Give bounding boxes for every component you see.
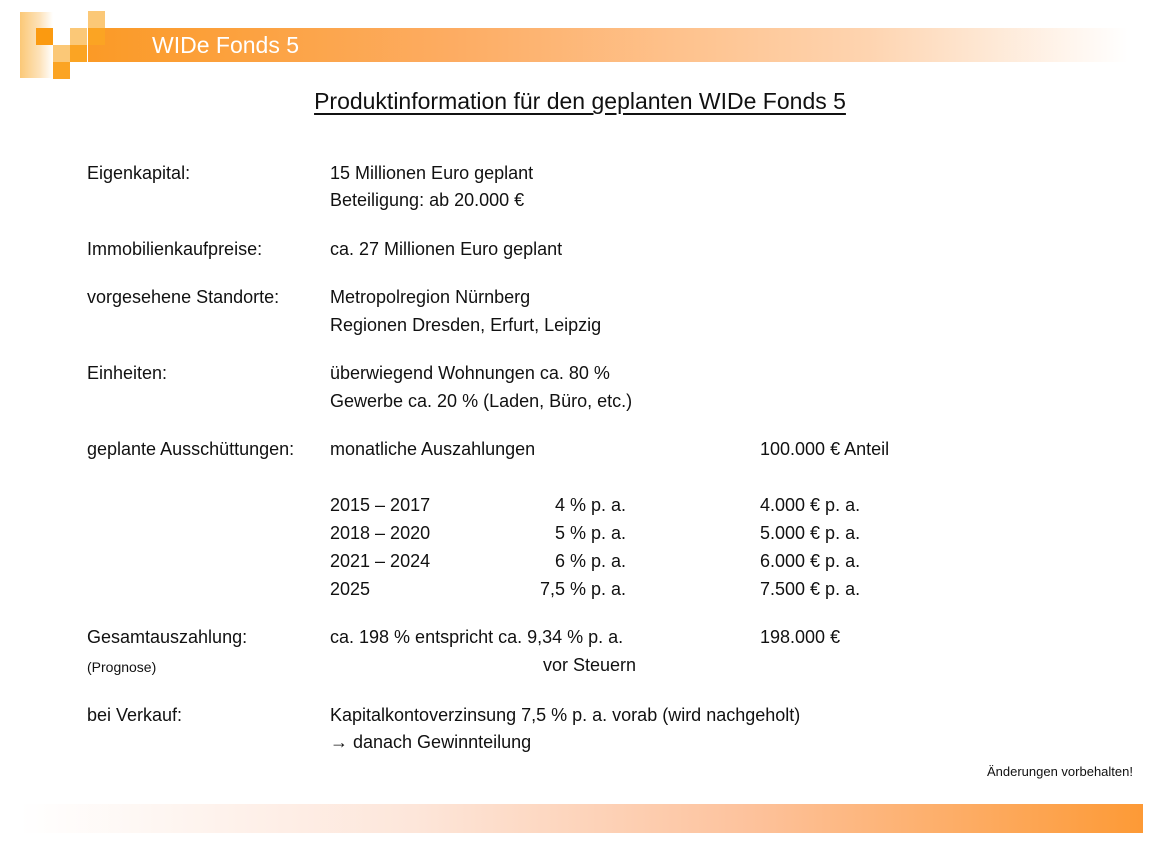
- page-title: Produktinformation für den geplanten WID…: [0, 88, 1155, 115]
- schedule-rate: 5 % p. a.: [554, 523, 626, 543]
- logo-square: [88, 28, 105, 45]
- label-standorte: vorgesehene Standorte:: [87, 287, 280, 307]
- label-gesamt: Gesamtauszahlung:: [87, 627, 248, 647]
- header-banner: [88, 28, 1128, 62]
- value-line: monatliche Auszahlungen: [330, 439, 536, 459]
- value-line: ca. 198 % entspricht ca. 9,34 % p. a.: [330, 627, 624, 647]
- label-einheiten: Einheiten:: [87, 363, 168, 383]
- schedule-period: 2021 – 2024: [330, 551, 431, 571]
- schedule-rate: 4 % p. a.: [554, 495, 626, 515]
- page-title-text: Produktinformation für den geplanten WID…: [314, 88, 846, 114]
- share-label: 100.000 € Anteil: [760, 439, 890, 459]
- schedule-period: 2025: [330, 579, 371, 599]
- disclaimer-note: Änderungen vorbehalten!: [986, 764, 1133, 779]
- label-verkauf: bei Verkauf:: [87, 705, 183, 725]
- value-line: 15 Millionen Euro geplant: [330, 163, 534, 183]
- schedule-amount: 4.000 € p. a.: [760, 495, 861, 515]
- total-amount: 198.000 €: [760, 627, 841, 647]
- logo-fade: [20, 12, 53, 78]
- value-line: Gewerbe ca. 20 % (Laden, Büro, etc.): [330, 391, 633, 411]
- sublabel-prognose: (Prognose): [87, 659, 157, 675]
- label-ausschuettungen: geplante Ausschüttungen:: [87, 439, 295, 459]
- logo-square: [88, 11, 105, 28]
- logo-square: [70, 45, 87, 62]
- schedule-amount: 6.000 € p. a.: [760, 551, 861, 571]
- value-line: Kapitalkontoverzinsung 7,5 % p. a. vorab…: [330, 705, 801, 725]
- logo-square: [53, 62, 70, 79]
- value-line: vor Steuern: [543, 655, 637, 675]
- schedule-amount: 7.500 € p. a.: [760, 579, 861, 599]
- value-line: Beteiligung: ab 20.000 €: [330, 190, 525, 210]
- schedule-rate: 7,5 % p. a.: [539, 579, 626, 599]
- value-line: Metropolregion Nürnberg: [330, 287, 531, 307]
- label-kaufpreise: Immobilienkaufpreise:: [87, 239, 263, 259]
- schedule-period: 2015 – 2017: [330, 495, 431, 515]
- value-line: Regionen Dresden, Erfurt, Leipzig: [330, 315, 602, 335]
- value-line: ca. 27 Millionen Euro geplant: [330, 239, 563, 259]
- logo-square: [70, 28, 87, 45]
- schedule-rate: 6 % p. a.: [554, 551, 626, 571]
- value-line: → danach Gewinnteilung: [330, 732, 532, 752]
- header-title: WIDe Fonds 5: [152, 32, 299, 58]
- value-line: überwiegend Wohnungen ca. 80 %: [330, 363, 610, 383]
- schedule-amount: 5.000 € p. a.: [760, 523, 861, 543]
- logo-square: [53, 45, 70, 62]
- schedule-period: 2018 – 2020: [330, 523, 431, 543]
- logo-square: [36, 28, 53, 45]
- label-eigenkapital: Eigenkapital:: [87, 163, 191, 183]
- footer-bar: [20, 804, 1143, 833]
